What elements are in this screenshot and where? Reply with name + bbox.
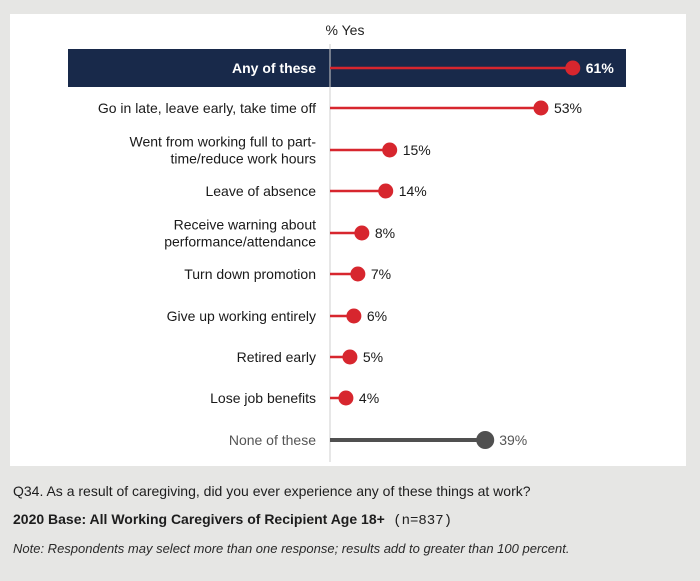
value-label: 14%: [399, 183, 427, 199]
category-label: Lose job benefits: [210, 390, 316, 406]
chart-title: % Yes: [326, 22, 365, 38]
chart-panel: % Yes Any of these 61% Go in late, leave ea…: [10, 14, 686, 466]
category-label-line: Give up working entirely: [167, 308, 316, 324]
lollipop-dot: [338, 390, 354, 406]
category-label-line: None of these: [229, 432, 316, 448]
value-label: 8%: [375, 225, 395, 241]
lollipop-dot: [354, 225, 370, 241]
category-label-line: Go in late, leave early, take time off: [98, 100, 316, 116]
value-label: 53%: [554, 100, 582, 116]
category-label: Give up working entirely: [167, 308, 316, 324]
category-label: Go in late, leave early, take time off: [98, 100, 316, 116]
category-label: Leave of absence: [205, 183, 316, 199]
lollipop-dot: [382, 142, 398, 158]
lollipop-dot: [378, 183, 394, 199]
category-label: Turn down promotion: [184, 266, 316, 282]
category-label-line: Retired early: [237, 349, 316, 365]
question-text: Q34. As a result of caregiving, did you …: [13, 483, 531, 499]
value-label: 6%: [367, 308, 387, 324]
base-count: (n=837): [384, 513, 453, 529]
value-label: 39%: [499, 432, 527, 448]
category-label-line: time/reduce work hours: [170, 151, 316, 167]
category-label: Retired early: [237, 349, 316, 365]
category-label: None of these: [229, 432, 316, 448]
value-label: 5%: [363, 349, 383, 365]
category-label: Receive warning about performance/attenda…: [164, 217, 316, 250]
base-text: 2020 Base: All Working Caregivers of Rec…: [13, 511, 452, 529]
category-label-line: Lose job benefits: [210, 390, 316, 406]
lollipop-dot: [342, 349, 358, 365]
lollipop-dot: [350, 266, 366, 282]
lollipop-dot: [476, 431, 495, 449]
category-label-line: performance/attendance: [164, 234, 316, 250]
lollipop-dot: [533, 100, 549, 116]
lollipop-chart: % Yes Any of these 61% Go in late, leave ea…: [68, 22, 626, 462]
category-label: Any of these: [232, 60, 316, 76]
category-label-line: Receive warning about: [174, 217, 317, 233]
category-label-line: Leave of absence: [205, 183, 316, 199]
category-label-line: Went from working full to part-: [130, 134, 317, 150]
base-bold: 2020 Base: All Working Caregivers of Rec…: [13, 511, 385, 527]
category-label-line: Turn down promotion: [184, 266, 316, 282]
note-text: Note: Respondents may select more than o…: [13, 541, 570, 556]
value-label: 7%: [371, 266, 391, 282]
category-label: Went from working full to part-time/redu…: [130, 134, 317, 167]
value-label: 61%: [586, 60, 615, 76]
category-label-line: Any of these: [232, 60, 316, 76]
value-label: 4%: [359, 390, 379, 406]
value-label: 15%: [403, 142, 431, 158]
lollipop-dot: [346, 308, 362, 324]
lollipop-dot: [565, 60, 581, 76]
